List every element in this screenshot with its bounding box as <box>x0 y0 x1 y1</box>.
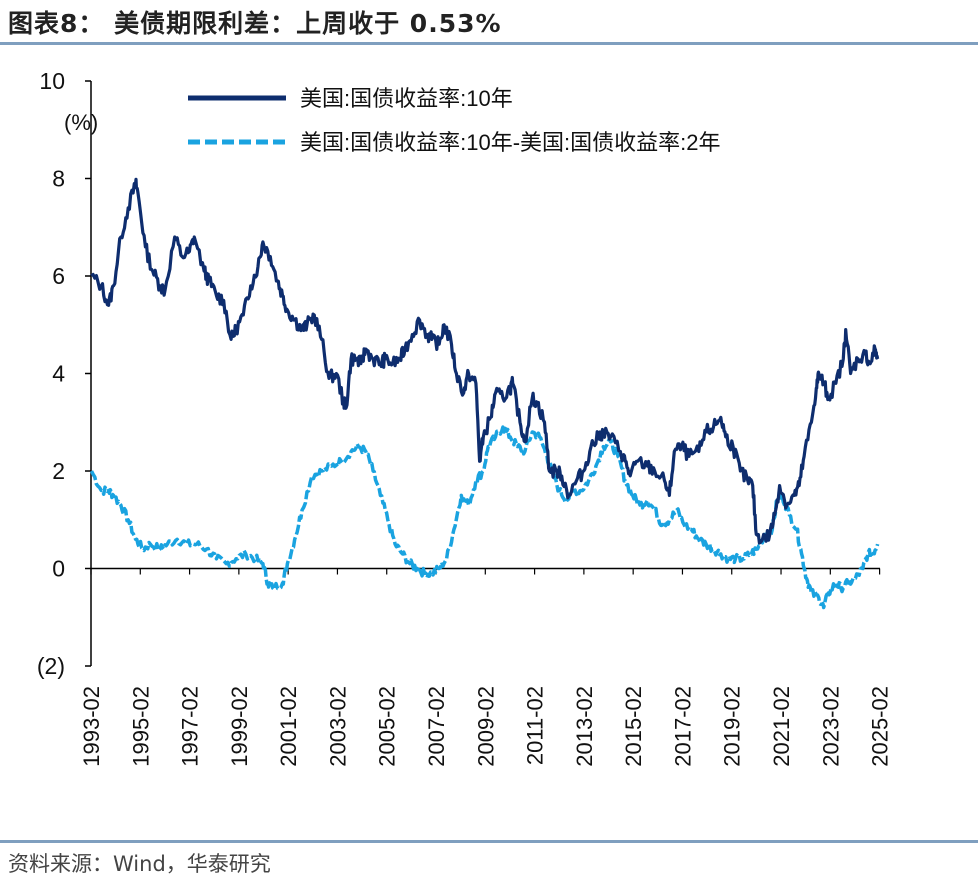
footer-divider <box>0 840 978 843</box>
x-tick-label: 2013-02 <box>572 686 597 767</box>
y-tick-label: 4 <box>52 361 65 387</box>
y-tick-label: 6 <box>52 263 65 289</box>
legend-label-10y: 美国:国债收益率:10年 <box>300 86 513 111</box>
x-tick-label: 1993-02 <box>79 686 104 767</box>
y-tick-label: 10 <box>39 68 65 94</box>
chart: 10 8 6 4 2 0 (2) 1993-02 1995-02 1997-02 1999-02 2… <box>37 68 893 767</box>
x-tick-label: 2003-02 <box>325 686 350 767</box>
x-tick-label: 2009-02 <box>473 686 498 767</box>
series-lines <box>89 177 880 610</box>
legend: 美国:国债收益率:10年 美国:国债收益率:10年-美国:国债收益率:2年 <box>188 86 720 155</box>
x-tick-label: 2015-02 <box>621 686 646 767</box>
series-line-spread <box>89 425 880 610</box>
title-divider <box>0 42 978 45</box>
x-tick-label: 2011-02 <box>523 686 548 765</box>
x-tick-label: 1995-02 <box>128 686 153 767</box>
x-tick-label: 1997-02 <box>178 686 203 767</box>
x-tick-label: 2005-02 <box>375 686 400 767</box>
series-line-10y <box>90 177 880 545</box>
x-tick-label: 2019-02 <box>720 686 745 767</box>
x-axis: 1993-02 1995-02 1997-02 1999-02 2001-02 2003-… <box>79 567 893 767</box>
y-axis-unit-label: (%) <box>64 110 98 135</box>
x-tick-label: 2017-02 <box>670 686 695 767</box>
legend-label-spread: 美国:国债收益率:10年-美国:国债收益率:2年 <box>300 130 720 155</box>
y-tick-label: 8 <box>52 166 65 192</box>
x-tick-label: 2007-02 <box>424 686 449 767</box>
x-tick-label: 2001-02 <box>276 686 301 767</box>
x-tick-label: 1999-02 <box>227 686 252 767</box>
y-axis: 10 8 6 4 2 0 (2) <box>37 68 92 679</box>
y-tick-label: 0 <box>52 556 65 582</box>
y-tick-label: (2) <box>37 653 65 679</box>
source-note: 资料来源：Wind，华泰研究 <box>8 852 271 876</box>
x-tick-label: 2021-02 <box>769 686 794 767</box>
x-tick-label: 2023-02 <box>818 686 843 767</box>
x-tick-label: 2025-02 <box>868 686 893 767</box>
page-title: 图表8： 美债期限利差：上周收于 0.53% <box>8 9 502 38</box>
y-tick-label: 2 <box>52 458 65 484</box>
